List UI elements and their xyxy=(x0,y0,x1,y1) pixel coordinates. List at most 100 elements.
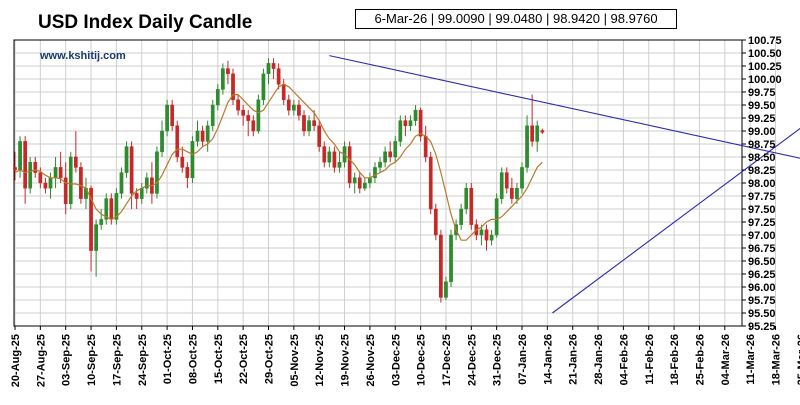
x-tick-label: 27-Aug-25 xyxy=(35,334,47,387)
candle xyxy=(292,99,296,116)
x-tick-label: 19-Nov-25 xyxy=(340,334,352,387)
x-tick-label: 01-Oct-25 xyxy=(162,334,174,384)
candle-body-up xyxy=(337,161,342,168)
candle-body-up xyxy=(114,193,119,220)
trendline xyxy=(329,55,800,159)
candle xyxy=(236,94,240,116)
candle-body-up xyxy=(307,120,311,132)
y-tick-label: 97.25 xyxy=(748,217,776,229)
candle-body-up xyxy=(479,229,484,236)
candle xyxy=(200,125,205,147)
candle xyxy=(155,146,159,199)
candle xyxy=(525,115,529,173)
trendline xyxy=(552,127,800,314)
y-tick-label: 99.25 xyxy=(748,113,776,125)
candle-body-up xyxy=(215,89,220,106)
candle-body-up xyxy=(352,177,357,184)
y-tick-label: 96.75 xyxy=(748,243,776,255)
candle xyxy=(221,63,225,95)
candle xyxy=(418,107,423,142)
candle-body-down xyxy=(38,172,43,184)
candle-body-up xyxy=(160,130,164,153)
candle-body-up xyxy=(393,141,398,158)
candle xyxy=(307,115,311,137)
y-tick-label: 100.50 xyxy=(748,48,782,60)
x-tick-label: 28-Jan-26 xyxy=(593,334,605,385)
x-tick-label: 29-Oct-25 xyxy=(264,334,276,384)
y-tick-label: 95.25 xyxy=(748,321,776,333)
y-tick-label: 97.75 xyxy=(748,191,776,203)
candle xyxy=(535,120,540,152)
candle-body-up xyxy=(139,187,144,199)
x-tick-label: 25-Mar-26 xyxy=(796,334,800,385)
candle-body-down xyxy=(510,187,514,199)
candle-body-down xyxy=(185,167,190,179)
x-tick-label: 18-Feb-26 xyxy=(669,334,681,385)
candle xyxy=(332,146,337,173)
x-tick-label: 26-Nov-25 xyxy=(365,334,377,387)
candle xyxy=(251,115,256,137)
candle-body-down xyxy=(276,68,281,85)
candle xyxy=(226,60,230,85)
candle xyxy=(499,167,504,204)
x-tick-label: 15-Oct-25 xyxy=(213,334,225,384)
candle-body-down xyxy=(63,177,68,205)
candle-body-up xyxy=(165,104,169,132)
y-tick-label: 100.75 xyxy=(748,35,782,47)
moving-average-line xyxy=(14,83,543,241)
candle-body-down xyxy=(33,161,38,173)
candle-body-down xyxy=(418,109,423,137)
candle xyxy=(205,120,210,152)
candle-body-down xyxy=(251,120,256,132)
candle-body-down xyxy=(504,172,509,189)
y-tick-label: 98.75 xyxy=(748,139,776,151)
candle xyxy=(322,141,327,168)
candle-body-down xyxy=(281,83,286,101)
candle xyxy=(38,167,43,189)
candle-body-up xyxy=(494,198,499,236)
x-tick-labels: 20-Aug-25 27-Aug-25 03-Sep-25 10-Sep-25 17-S… xyxy=(10,334,800,387)
y-tick-label: 99.50 xyxy=(748,100,776,112)
candle-body-down xyxy=(200,130,205,142)
grid-layer xyxy=(14,39,776,327)
candle xyxy=(504,167,509,194)
y-tick-label: 98.25 xyxy=(748,165,776,177)
candle-body-up xyxy=(362,182,367,189)
candle xyxy=(104,193,109,225)
candle xyxy=(297,99,301,121)
x-tick-label: 11-Feb-26 xyxy=(644,334,656,385)
candle xyxy=(68,151,73,209)
candle xyxy=(94,219,98,277)
candle xyxy=(124,141,129,178)
candle-body-up xyxy=(373,167,377,179)
x-tick-label: 17-Dec-25 xyxy=(441,334,453,386)
candle-body-up xyxy=(99,219,104,225)
y-tick-label: 100.00 xyxy=(748,74,782,86)
candle-body-up xyxy=(144,177,149,189)
candle xyxy=(352,172,357,194)
candle-body-up xyxy=(449,234,453,283)
candle-body-up xyxy=(398,120,403,142)
candle xyxy=(58,151,63,183)
candle xyxy=(459,203,464,230)
y-tick-label: 100.25 xyxy=(748,61,782,73)
candle-body-down xyxy=(423,135,428,158)
y-tick-label: 96.25 xyxy=(748,269,776,281)
candle xyxy=(73,131,78,173)
candle xyxy=(271,58,276,79)
candle-body-up xyxy=(378,161,382,168)
x-tick-label: 25-Feb-26 xyxy=(694,334,706,385)
candle-body-down xyxy=(226,68,230,75)
trendlines-layer xyxy=(329,55,800,314)
candle-body-down xyxy=(428,156,433,210)
candle xyxy=(114,188,119,225)
x-tick-label: 17-Sep-25 xyxy=(111,334,123,386)
candle xyxy=(337,151,342,173)
candle xyxy=(28,157,33,194)
y-tick-label: 96.50 xyxy=(748,256,776,268)
candle-body-down xyxy=(439,234,443,298)
candle-body-down xyxy=(403,120,408,127)
candle-body-up xyxy=(525,125,529,168)
candle xyxy=(89,185,93,272)
